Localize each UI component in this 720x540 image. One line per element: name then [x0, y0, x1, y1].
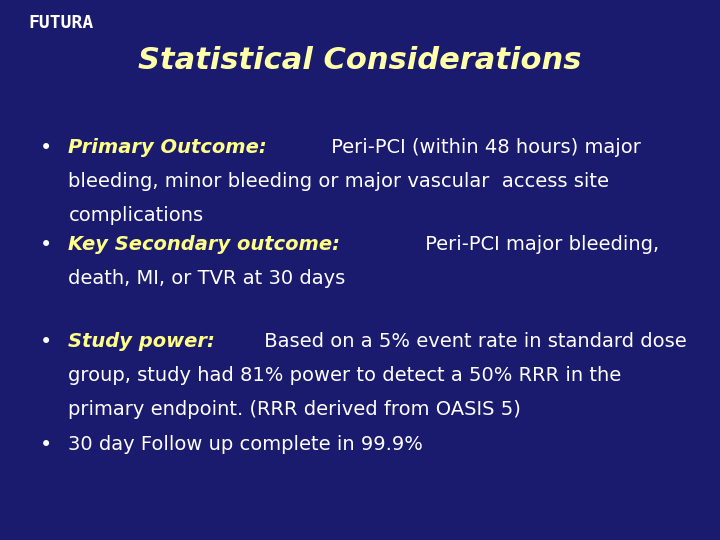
Text: bleeding, minor bleeding or major vascular  access site: bleeding, minor bleeding or major vascul… [68, 172, 609, 191]
Text: 30 day Follow up complete in 99.9%: 30 day Follow up complete in 99.9% [68, 435, 423, 454]
Text: •: • [40, 235, 52, 255]
Text: •: • [40, 138, 52, 158]
Text: FUTURA: FUTURA [29, 14, 94, 31]
Text: Peri-PCI (within 48 hours) major: Peri-PCI (within 48 hours) major [325, 138, 641, 157]
Text: •: • [40, 332, 52, 352]
Text: complications: complications [68, 206, 204, 225]
Text: Key Secondary outcome:: Key Secondary outcome: [68, 235, 341, 254]
Text: Peri-PCI major bleeding,: Peri-PCI major bleeding, [419, 235, 660, 254]
Text: group, study had 81% power to detect a 50% RRR in the: group, study had 81% power to detect a 5… [68, 366, 621, 385]
Text: Study power:: Study power: [68, 332, 215, 351]
Text: Based on a 5% event rate in standard dose: Based on a 5% event rate in standard dos… [258, 332, 686, 351]
Text: primary endpoint. (RRR derived from OASIS 5): primary endpoint. (RRR derived from OASI… [68, 400, 521, 419]
Text: Statistical Considerations: Statistical Considerations [138, 46, 582, 75]
Text: Primary Outcome:: Primary Outcome: [68, 138, 267, 157]
Text: death, MI, or TVR at 30 days: death, MI, or TVR at 30 days [68, 269, 346, 288]
Text: •: • [40, 435, 52, 455]
